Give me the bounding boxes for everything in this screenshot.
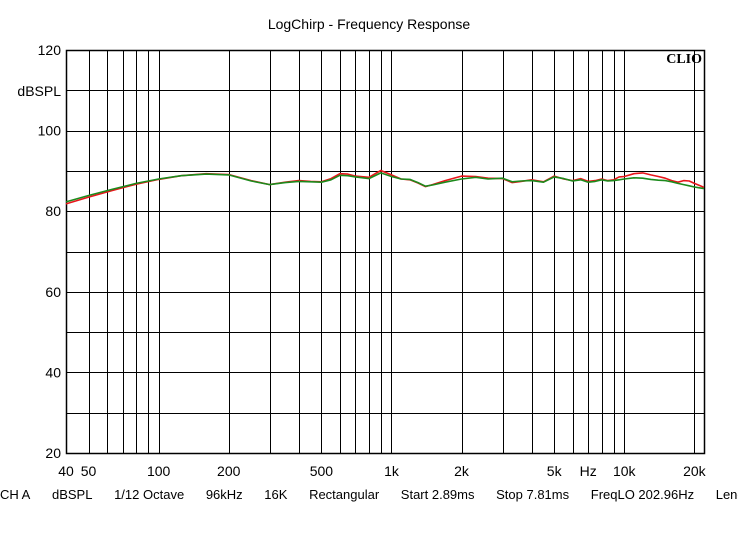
x-tick-label: 500 — [310, 463, 334, 479]
x-tick-label: 20k — [683, 463, 707, 479]
x-tick-label: 50 — [81, 463, 97, 479]
x-tick-label: 40 — [58, 463, 74, 479]
status-smoothing: 1/12 Octave — [114, 487, 185, 502]
y-tick-label: 60 — [45, 284, 61, 300]
status-window: Rectangular — [309, 487, 380, 502]
brand-logo: CLIO — [666, 52, 702, 67]
frequency-response-chart: 20 40 60 80 100 120 dBSPL 40 50 100 200 500 1k 2k 5k 10… — [17, 42, 707, 479]
y-tick-label: 120 — [38, 42, 62, 58]
x-unit-label: Hz — [580, 463, 597, 479]
x-tick-label: 200 — [217, 463, 241, 479]
chart-title: LogChirp - Frequency Response — [267, 16, 471, 32]
x-tick-label: 5k — [547, 463, 563, 479]
status-freqlo: FreqLO 202.96Hz — [590, 487, 695, 502]
x-tick-label: 10k — [613, 463, 637, 479]
y-tick-label: 40 — [45, 364, 61, 380]
status-fft-size: 16K — [264, 487, 288, 502]
status-bar: CH A dBSPL 1/12 Octave 96kHz 16K Rectang… — [0, 487, 738, 502]
y-tick-label: 100 — [38, 123, 62, 139]
y-tick-label: 20 — [45, 445, 61, 461]
y-axis-label: dBSPL — [17, 83, 61, 99]
status-channel: CH A — [0, 487, 31, 502]
status-unit: dBSPL — [51, 487, 93, 502]
series-line-green — [65, 172, 705, 203]
x-tick-label: 100 — [147, 463, 171, 479]
x-tick-label: 2k — [454, 463, 470, 479]
x-tick-label: 1k — [384, 463, 400, 479]
status-sample-rate: 96kHz — [205, 487, 243, 502]
status-stop: Stop 7.81ms — [496, 487, 570, 502]
status-length: Length — [715, 487, 738, 502]
series-line-red — [65, 169, 705, 205]
status-start: Start 2.89ms — [400, 487, 475, 502]
y-tick-label: 80 — [45, 203, 61, 219]
plot-frame — [65, 49, 706, 455]
